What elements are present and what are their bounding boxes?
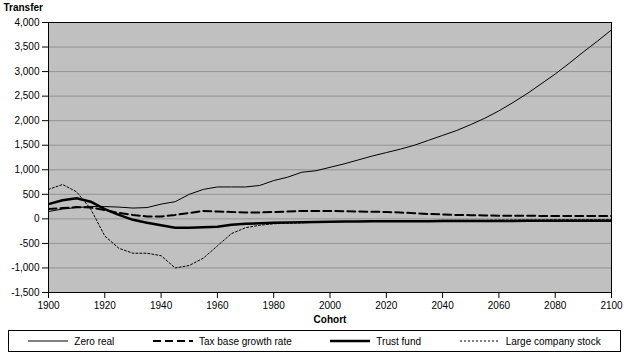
svg-text:2020: 2020 xyxy=(375,300,398,311)
svg-text:2040: 2040 xyxy=(431,300,454,311)
html-text:Large company stock: Large company stock xyxy=(505,335,601,347)
svg-text:2100: 2100 xyxy=(600,300,623,311)
svg-text:2080: 2080 xyxy=(544,300,567,311)
svg-text:1980: 1980 xyxy=(263,300,286,311)
svg-text:0: 0 xyxy=(34,213,40,224)
html-text:Trust fund: Trust fund xyxy=(376,335,421,347)
html-text:Zero real: Zero real xyxy=(74,335,115,347)
svg-text:3,000: 3,000 xyxy=(14,66,39,77)
svg-text:-1,500: -1,500 xyxy=(11,287,40,298)
svg-text:3,500: 3,500 xyxy=(14,41,39,52)
svg-text:500: 500 xyxy=(23,189,40,200)
svg-text:2,500: 2,500 xyxy=(14,90,39,101)
svg-text:1,500: 1,500 xyxy=(14,139,39,150)
svg-text:Cohort: Cohort xyxy=(314,314,347,325)
svg-text:1,000: 1,000 xyxy=(14,164,39,175)
html-text:Tax base growth rate: Tax base growth rate xyxy=(198,335,292,347)
svg-text:-500: -500 xyxy=(19,238,39,249)
svg-text:Transfer: Transfer xyxy=(4,2,44,13)
svg-text:2060: 2060 xyxy=(488,300,511,311)
svg-text:2000: 2000 xyxy=(319,300,342,311)
svg-text:1960: 1960 xyxy=(206,300,229,311)
svg-text:1900: 1900 xyxy=(37,300,60,311)
svg-text:2,000: 2,000 xyxy=(14,115,39,126)
svg-text:1940: 1940 xyxy=(150,300,173,311)
svg-text:4,000: 4,000 xyxy=(14,17,39,28)
svg-text:1920: 1920 xyxy=(94,300,117,311)
svg-text:-1,000: -1,000 xyxy=(11,262,40,273)
